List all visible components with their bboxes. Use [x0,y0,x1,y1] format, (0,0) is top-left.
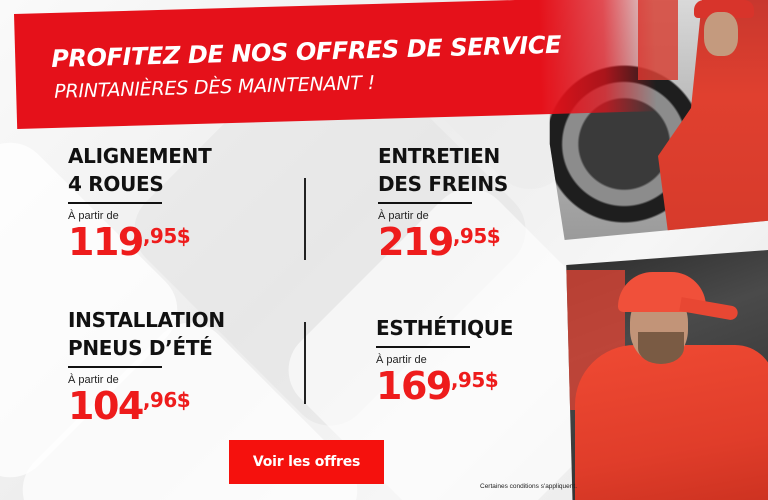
disclaimer: Certaines conditions s'appliquent. [480,483,577,490]
divider [304,178,306,260]
offer-brake-service: ENTRETIEN DES FREINS À partir de 219 ,95… [378,142,508,263]
title-underline [68,366,162,368]
offer-price: 104 ,96$ [68,384,191,428]
from-label: À partir de [376,354,427,366]
headline-banner: PROFITEZ DE NOS OFFRES DE SERVICE PRINTA… [14,0,657,129]
offer-title: ALIGNEMENT 4 ROUES [68,144,212,196]
from-label: À partir de [378,210,429,222]
view-offers-button[interactable]: Voir les offres [229,440,384,484]
offer-detailing: ESTHÉTIQUE À partir de 169 ,95$ [376,314,513,407]
title-underline [378,202,472,204]
title-underline [376,346,470,348]
divider [304,322,306,404]
offer-summer-tire-installation: INSTALLATION PNEUS D’ÉTÉ À partir de 104… [68,306,225,427]
title-underline [68,202,162,204]
subheadline: PRINTANIÈRES DÈS MAINTENANT ! [53,71,376,103]
offer-price: 119 ,95$ [68,220,191,264]
headline: PROFITEZ DE NOS OFFRES DE SERVICE [50,30,562,73]
photo-mechanic-red-cap [566,250,768,500]
offer-title: ESTHÉTIQUE [376,316,514,340]
offer-price: 169 ,95$ [376,364,499,408]
photo-mechanic-wheel-alignment [549,0,768,240]
from-label: À partir de [68,210,119,222]
from-label: À partir de [68,374,119,386]
offer-wheel-alignment: ALIGNEMENT 4 ROUES À partir de 119 ,95$ [68,142,212,264]
offer-title: ENTRETIEN DES FREINS [378,144,508,196]
offer-title: INSTALLATION PNEUS D’ÉTÉ [68,308,225,360]
offer-price: 219 ,95$ [378,220,501,264]
